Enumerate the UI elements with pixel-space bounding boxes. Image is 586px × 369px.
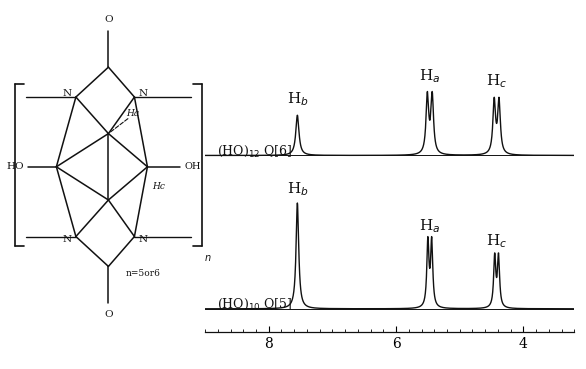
Text: H$_a$: H$_a$ (419, 217, 441, 235)
Text: H$_b$: H$_b$ (287, 90, 308, 108)
Text: Hc: Hc (152, 182, 165, 191)
Text: H$_b$: H$_b$ (287, 180, 308, 198)
Text: OH: OH (184, 162, 201, 171)
Text: N: N (63, 235, 71, 244)
Text: Ha: Ha (126, 109, 139, 118)
Text: N: N (63, 89, 71, 98)
Text: (HO)$_{12}$ Q[6]: (HO)$_{12}$ Q[6] (217, 144, 292, 159)
Text: n=5or6: n=5or6 (126, 269, 161, 277)
Text: N: N (139, 235, 148, 244)
Text: HO: HO (6, 162, 24, 171)
Text: O: O (104, 310, 113, 318)
Text: H$_c$: H$_c$ (486, 72, 507, 90)
Text: H$_a$: H$_a$ (419, 67, 441, 85)
Text: H$_c$: H$_c$ (486, 232, 507, 249)
Text: N: N (139, 89, 148, 98)
Text: (HO)$_{10}$ Q[5]: (HO)$_{10}$ Q[5] (217, 297, 292, 312)
Text: $n$: $n$ (204, 253, 212, 263)
Text: O: O (104, 15, 113, 24)
